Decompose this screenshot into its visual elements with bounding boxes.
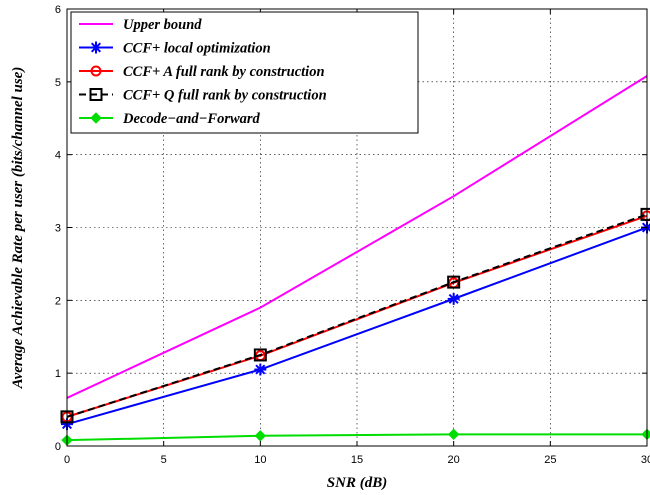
series-layer	[60, 75, 650, 446]
legend-entry: CCF+ local optimization	[79, 41, 271, 57]
diamond-shape	[641, 428, 650, 441]
legend: Upper bound CCF+ local optimization CCF+ A…	[70, 11, 419, 134]
x-tick-label: 25	[544, 454, 556, 466]
x-tick-label: 30	[641, 454, 650, 466]
diamond-shape	[90, 112, 102, 124]
series-0	[66, 75, 648, 399]
series-line	[66, 433, 647, 442]
x-axis-label: SNR (dB)	[327, 475, 387, 491]
legend-entry: Upper bound	[79, 17, 202, 33]
y-tick-label: 1	[55, 368, 61, 380]
diamond-shape	[447, 428, 460, 441]
data-point-marker	[447, 428, 460, 441]
data-point-marker	[447, 275, 461, 289]
series-4	[61, 428, 650, 446]
square-shape	[89, 88, 103, 101]
x-tick-label: 0	[64, 454, 70, 466]
legend-label: Upper bound	[123, 17, 202, 33]
series-2	[61, 210, 650, 423]
y-tick-label: 3	[55, 223, 61, 235]
x-tick-label: 20	[448, 454, 460, 466]
y-tick-label: 4	[55, 150, 61, 162]
y-tick-label: 5	[55, 77, 61, 89]
legend-marker	[89, 88, 103, 101]
legend-marker	[90, 65, 102, 77]
asterisk-stroke	[255, 364, 266, 375]
legend-label: CCF+ local optimization	[123, 41, 271, 57]
series-line	[66, 75, 648, 399]
legend-marker	[90, 112, 102, 124]
data-point-marker	[447, 292, 460, 305]
square-shape	[447, 275, 461, 289]
data-point-marker	[253, 348, 267, 362]
asterisk-stroke	[448, 293, 459, 304]
y-tick-label: 2	[55, 295, 61, 307]
asterisk-stroke	[90, 42, 102, 53]
y-tick-label: 0	[55, 441, 61, 453]
legend-entry: CCF+ A full rank by construction	[79, 64, 325, 80]
data-point-marker	[641, 428, 650, 441]
diamond-shape	[254, 430, 267, 442]
y-axis-label: Average Achievable Rate per user (bits/c…	[10, 67, 26, 390]
axis-ticks: 0 5 10 15 20 25 30 0 1 2 3 4 5 6	[55, 4, 650, 466]
circle-shape	[90, 65, 102, 77]
data-point-marker	[254, 363, 267, 376]
legend-entry: Decode−and−Forward	[79, 111, 261, 127]
legend-entry: CCF+ Q full rank by construction	[79, 88, 327, 104]
series-line	[66, 226, 648, 426]
legend-label: CCF+ Q full rank by construction	[123, 88, 327, 104]
legend-label: CCF+ A full rank by construction	[123, 64, 325, 80]
x-tick-label: 10	[254, 454, 266, 466]
data-point-marker	[254, 430, 267, 442]
series-line	[66, 213, 648, 418]
x-tick-label: 5	[161, 454, 167, 466]
legend-label: Decode−and−Forward	[122, 111, 261, 127]
legend-marker	[90, 41, 102, 54]
y-tick-label: 6	[55, 4, 61, 16]
x-tick-label: 15	[351, 454, 363, 466]
square-shape	[253, 348, 267, 362]
legend-box	[70, 11, 419, 134]
